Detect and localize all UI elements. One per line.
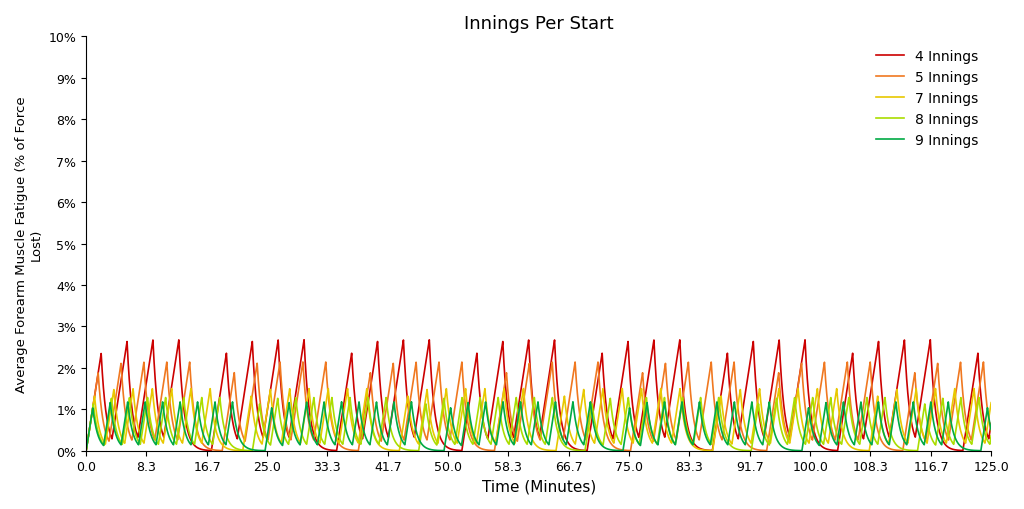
9 Innings <box>567 399 580 405</box>
8 Innings <box>193 415 205 421</box>
8 Innings <box>80 448 92 454</box>
Line: 9 Innings: 9 Innings <box>86 402 998 451</box>
5 Innings <box>80 448 92 454</box>
4 Innings <box>695 446 708 452</box>
5 Innings <box>992 440 1005 446</box>
5 Innings <box>695 422 708 428</box>
7 Innings <box>658 418 671 425</box>
7 Innings <box>862 447 874 454</box>
9 Innings <box>80 448 92 454</box>
8 Innings <box>992 425 1005 431</box>
Line: 4 Innings: 4 Innings <box>86 340 998 451</box>
4 Innings <box>193 445 205 451</box>
7 Innings <box>563 425 575 431</box>
Y-axis label: Average Forearm Muscle Fatigue (% of Force
Lost): Average Forearm Muscle Fatigue (% of For… <box>15 96 43 392</box>
5 Innings <box>658 366 671 372</box>
7 Innings <box>193 434 205 440</box>
Line: 5 Innings: 5 Innings <box>86 362 998 451</box>
9 Innings <box>695 415 708 421</box>
9 Innings <box>193 408 205 414</box>
7 Innings <box>695 447 708 453</box>
5 Innings <box>216 447 228 454</box>
4 Innings <box>216 381 228 387</box>
9 Innings <box>658 400 671 406</box>
Legend: 4 Innings, 5 Innings, 7 Innings, 8 Innings, 9 Innings: 4 Innings, 5 Innings, 7 Innings, 8 Innin… <box>870 44 984 153</box>
7 Innings <box>80 448 92 454</box>
8 Innings <box>862 405 874 411</box>
9 Innings <box>862 435 874 441</box>
8 Innings <box>216 411 228 417</box>
9 Innings <box>992 442 1005 448</box>
8 Innings <box>563 445 575 451</box>
Line: 8 Innings: 8 Innings <box>86 398 998 451</box>
5 Innings <box>297 359 309 365</box>
9 Innings <box>563 425 575 431</box>
4 Innings <box>80 448 92 454</box>
8 Innings <box>658 397 671 403</box>
4 Innings <box>563 441 575 447</box>
4 Innings <box>298 337 310 343</box>
4 Innings <box>862 407 874 413</box>
5 Innings <box>193 432 205 438</box>
8 Innings <box>695 403 708 409</box>
Line: 7 Innings: 7 Innings <box>86 389 998 451</box>
7 Innings <box>216 441 228 447</box>
7 Innings <box>992 425 1005 431</box>
9 Innings <box>216 435 228 441</box>
7 Innings <box>654 386 667 392</box>
4 Innings <box>658 434 671 440</box>
5 Innings <box>862 374 874 380</box>
4 Innings <box>992 422 1005 429</box>
X-axis label: Time (Minutes): Time (Minutes) <box>481 479 596 494</box>
8 Innings <box>380 394 392 401</box>
5 Innings <box>563 399 575 405</box>
Title: Innings Per Start: Innings Per Start <box>464 15 613 33</box>
